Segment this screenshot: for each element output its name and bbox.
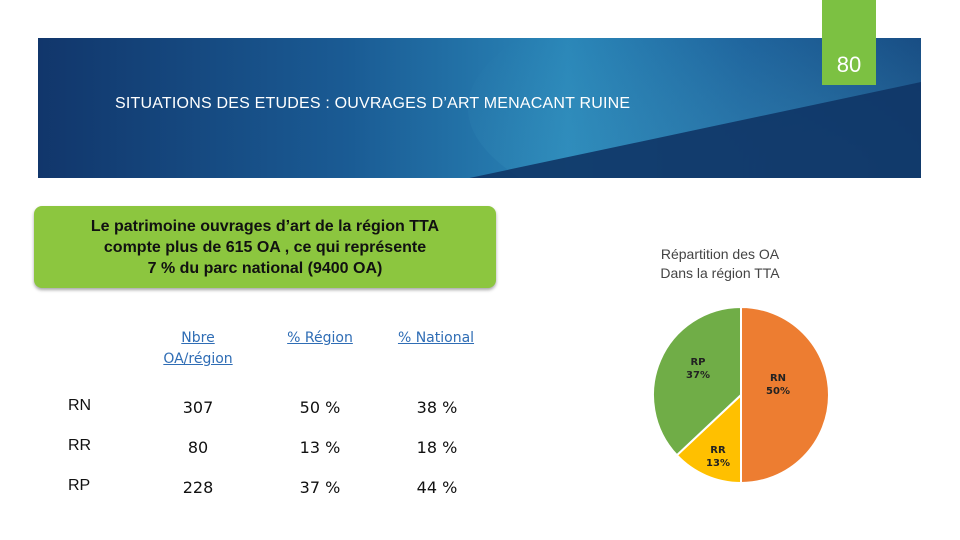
summary-callout: Le patrimoine ouvrages d’art de la régio… bbox=[34, 206, 496, 288]
cell-nbre: 228 bbox=[182, 478, 214, 497]
callout-line-3: 7 % du parc national (9400 OA) bbox=[147, 259, 383, 277]
row-label: RP bbox=[68, 477, 91, 494]
slice-label-rp-value: 37% bbox=[686, 370, 710, 381]
callout-line-1: Le patrimoine ouvrages d’art de la régio… bbox=[90, 217, 440, 235]
pie-slice-rr bbox=[675, 392, 742, 485]
pie-slice-rp bbox=[652, 305, 742, 457]
callout-line-2: compte plus de 615 OA , ce qui représent… bbox=[103, 238, 427, 256]
slice-label-rn-name: RN bbox=[769, 373, 787, 384]
header-nbre-line-2: OA/région bbox=[163, 351, 233, 367]
page-number: 80 bbox=[836, 52, 862, 77]
callout-text: Le patrimoine ouvrages d’art de la régio… bbox=[50, 216, 480, 279]
slice-label-rn: RN 50% bbox=[756, 372, 800, 398]
slide-title: SITUATIONS DES ETUDES : OUVRAGES D’ART M… bbox=[115, 95, 631, 112]
chart-title-line-1: Répartition des OA bbox=[660, 246, 780, 262]
header-region: % Région bbox=[287, 330, 353, 346]
pie-slice-rn bbox=[740, 305, 830, 485]
header-nbre: Nbre OA/région bbox=[148, 328, 248, 370]
page-number-tab bbox=[822, 0, 876, 85]
chart-title: Répartition des OA Dans la région TTA bbox=[640, 245, 800, 283]
chart-title-line-2: Dans la région TTA bbox=[660, 265, 780, 281]
cell-national: 38 % bbox=[416, 398, 458, 417]
row-label: RR bbox=[68, 437, 92, 454]
cell-nbre: 80 bbox=[187, 438, 209, 457]
slice-label-rp: RP 37% bbox=[676, 356, 720, 382]
header-nbre-line-1: Nbre bbox=[181, 330, 215, 346]
cell-region: 37 % bbox=[299, 478, 341, 497]
cell-national: 18 % bbox=[416, 438, 458, 457]
slice-label-rp-name: RP bbox=[690, 357, 706, 368]
slice-label-rr-name: RR bbox=[710, 445, 726, 456]
cell-region: 13 % bbox=[299, 438, 341, 457]
cell-national: 44 % bbox=[416, 478, 458, 497]
slice-label-rr-value: 13% bbox=[706, 458, 730, 469]
cell-region: 50 % bbox=[299, 398, 341, 417]
header-national: % National bbox=[397, 330, 475, 346]
pie-chart bbox=[652, 305, 830, 485]
slice-label-rr: RR 13% bbox=[696, 444, 740, 470]
slice-label-rn-value: 50% bbox=[766, 386, 790, 397]
row-label: RN bbox=[68, 397, 92, 414]
cell-nbre: 307 bbox=[182, 398, 214, 417]
